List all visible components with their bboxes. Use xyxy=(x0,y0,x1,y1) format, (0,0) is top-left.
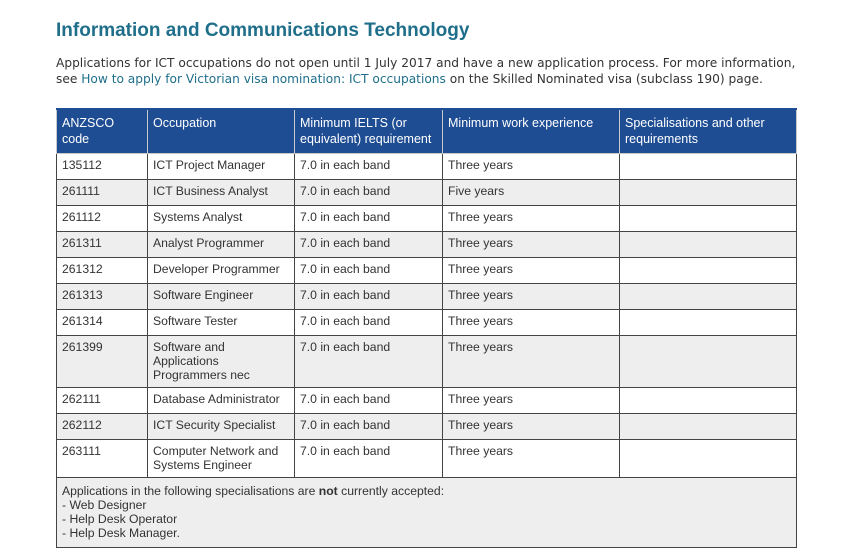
occupation-cell: Software Engineer xyxy=(147,283,295,310)
anzsco-code-cell: 262111 xyxy=(56,387,148,414)
intro-text-end: on the Skilled Nominated visa (subclass … xyxy=(445,72,763,86)
table-row: 262111 Database Administrator 7.0 in eac… xyxy=(56,387,797,414)
table-row: 261312 Developer Programmer 7.0 in each … xyxy=(56,257,797,284)
occupation-cell: Developer Programmer xyxy=(147,257,295,284)
specialisations-cell xyxy=(619,387,797,414)
ielts-cell: 7.0 in each band xyxy=(294,205,443,232)
note-text: currently accepted: xyxy=(337,484,445,498)
table-row: 261111 ICT Business Analyst 7.0 in each … xyxy=(56,179,797,206)
specialisations-cell xyxy=(619,309,797,336)
occupation-cell: ICT Security Specialist xyxy=(147,413,295,440)
table-note-row: Applications in the following specialisa… xyxy=(56,477,797,548)
ict-application-link[interactable]: How to apply for Victorian visa nominati… xyxy=(81,72,446,86)
column-header-specialisations: Specialisations and other requirements xyxy=(619,108,797,154)
anzsco-code-cell: 261313 xyxy=(56,283,148,310)
ielts-cell: 7.0 in each band xyxy=(294,309,443,336)
intro-text-start: Applications for ICT occupations do not … xyxy=(56,56,796,86)
anzsco-code-cell: 261112 xyxy=(56,205,148,232)
table-row: 261399 Software and Applications Program… xyxy=(56,335,797,388)
table-row: 261313 Software Engineer 7.0 in each ban… xyxy=(56,283,797,310)
anzsco-code-cell: 261111 xyxy=(56,179,148,206)
anzsco-code-cell: 261314 xyxy=(56,309,148,336)
page-title: Information and Communications Technolog… xyxy=(56,20,470,41)
anzsco-code-cell: 261312 xyxy=(56,257,148,284)
specialisations-cell xyxy=(619,283,797,310)
occupation-table: ANZSCO code Occupation Minimum IELTS (or… xyxy=(56,108,797,548)
ielts-cell: 7.0 in each band xyxy=(294,413,443,440)
occupation-cell: Software and Applications Programmers ne… xyxy=(147,335,295,388)
experience-cell: Three years xyxy=(442,231,620,258)
experience-cell: Three years xyxy=(442,257,620,284)
note-list-item: - Help Desk Operator xyxy=(62,512,178,526)
experience-cell: Three years xyxy=(442,283,620,310)
experience-cell: Three years xyxy=(442,309,620,336)
ielts-cell: 7.0 in each band xyxy=(294,179,443,206)
ielts-cell: 7.0 in each band xyxy=(294,283,443,310)
experience-cell: Three years xyxy=(442,387,620,414)
experience-cell: Three years xyxy=(442,439,620,478)
occupation-cell: Analyst Programmer xyxy=(147,231,295,258)
occupation-cell: ICT Business Analyst xyxy=(147,179,295,206)
experience-cell: Three years xyxy=(442,153,620,180)
table-row: 262112 ICT Security Specialist 7.0 in ea… xyxy=(56,413,797,440)
specialisations-cell xyxy=(619,413,797,440)
experience-cell: Three years xyxy=(442,335,620,388)
ielts-cell: 7.0 in each band xyxy=(294,153,443,180)
specialisations-cell xyxy=(619,179,797,206)
ielts-cell: 7.0 in each band xyxy=(294,257,443,284)
table-header-row: ANZSCO code Occupation Minimum IELTS (or… xyxy=(56,108,797,154)
table-row: 261112 Systems Analyst 7.0 in each band … xyxy=(56,205,797,232)
anzsco-code-cell: 135112 xyxy=(56,153,148,180)
ielts-cell: 7.0 in each band xyxy=(294,387,443,414)
table-row: 261311 Analyst Programmer 7.0 in each ba… xyxy=(56,231,797,258)
anzsco-code-cell: 261399 xyxy=(56,335,148,388)
column-header-anzsco: ANZSCO code xyxy=(56,108,148,154)
intro-paragraph: Applications for ICT occupations do not … xyxy=(56,55,801,87)
occupation-cell: Computer Network and Systems Engineer xyxy=(147,439,295,478)
note-emphasis: not xyxy=(318,484,338,498)
column-header-occupation: Occupation xyxy=(147,108,295,154)
occupation-cell: Software Tester xyxy=(147,309,295,336)
occupation-cell: Database Administrator xyxy=(147,387,295,414)
note-text: Applications in the following specialisa… xyxy=(62,484,319,498)
specialisations-cell xyxy=(619,335,797,388)
specialisations-cell xyxy=(619,231,797,258)
note-heading: Applications in the following specialisa… xyxy=(62,484,791,498)
specialisations-cell xyxy=(619,257,797,284)
table-row: 261314 Software Tester 7.0 in each band … xyxy=(56,309,797,336)
note-list-item: - Help Desk Manager. xyxy=(62,526,180,540)
ielts-cell: 7.0 in each band xyxy=(294,231,443,258)
note-list-item: - Web Designer xyxy=(62,498,147,512)
specialisations-note: Applications in the following specialisa… xyxy=(56,477,797,548)
occupation-cell: ICT Project Manager xyxy=(147,153,295,180)
ielts-cell: 7.0 in each band xyxy=(294,335,443,388)
specialisations-cell xyxy=(619,153,797,180)
anzsco-code-cell: 263111 xyxy=(56,439,148,478)
ielts-cell: 7.0 in each band xyxy=(294,439,443,478)
column-header-experience: Minimum work experience xyxy=(442,108,620,154)
specialisations-cell xyxy=(619,439,797,478)
column-header-ielts: Minimum IELTS (or equivalent) requiremen… xyxy=(294,108,443,154)
anzsco-code-cell: 261311 xyxy=(56,231,148,258)
anzsco-code-cell: 262112 xyxy=(56,413,148,440)
experience-cell: Three years xyxy=(442,413,620,440)
table-row: 263111 Computer Network and Systems Engi… xyxy=(56,439,797,478)
specialisations-cell xyxy=(619,205,797,232)
table-row: 135112 ICT Project Manager 7.0 in each b… xyxy=(56,153,797,180)
experience-cell: Five years xyxy=(442,179,620,206)
occupation-cell: Systems Analyst xyxy=(147,205,295,232)
experience-cell: Three years xyxy=(442,205,620,232)
